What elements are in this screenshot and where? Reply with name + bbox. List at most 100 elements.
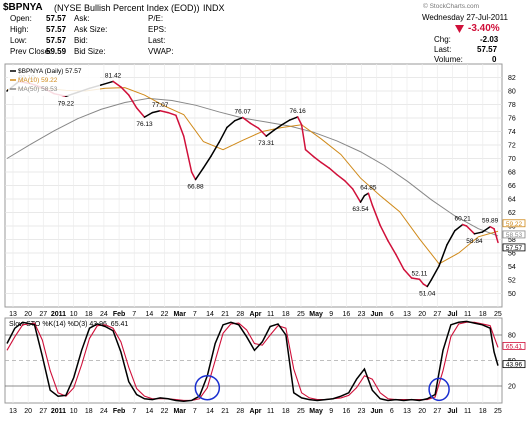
highlight-circle — [194, 374, 221, 401]
sto-x-tick-label: 2011 — [51, 408, 66, 415]
y-tick-label: 82 — [508, 75, 516, 82]
price-segment — [359, 194, 366, 203]
chg-label: Chg: — [434, 35, 451, 44]
price-segment — [281, 119, 291, 126]
x-tick-label: 22 — [161, 311, 169, 318]
y-tick-label: 56 — [508, 251, 516, 258]
down-arrow-icon — [455, 25, 464, 33]
y-tick-label: 80 — [508, 89, 516, 96]
x-tick-label: 25 — [297, 311, 305, 318]
sto-x-tick-label: 6 — [390, 408, 394, 415]
sto-k-line — [6, 320, 499, 403]
x-tick-label: 11 — [464, 311, 471, 318]
prev-close-label: Prev Close: — [10, 47, 52, 56]
price-segment — [249, 122, 260, 129]
y-tick-label: 68 — [508, 170, 516, 177]
eps-label: EPS: — [148, 25, 167, 34]
price-segment — [446, 229, 456, 246]
last-quote-value: 57.57 — [477, 45, 498, 54]
x-tick-label: Jun — [370, 311, 382, 318]
x-tick-label: 18 — [282, 311, 290, 318]
legend-entry: $BPNYA (Daily) 57.57 — [18, 68, 82, 75]
sto-x-tick-label: May — [309, 408, 323, 415]
price-segment — [300, 124, 307, 151]
sto-x-tick-label: Apr — [249, 408, 261, 415]
price-segment — [210, 141, 220, 157]
sto-x-tick-label: 11 — [464, 408, 471, 415]
x-tick-label: 13 — [403, 311, 411, 318]
price-segment — [265, 129, 275, 137]
price-segment — [183, 135, 193, 173]
sto-x-tick-label: 18 — [282, 408, 290, 415]
price-segment — [438, 244, 448, 267]
price-segment — [128, 94, 138, 109]
price-segment — [493, 228, 499, 244]
price-annotation: 52.11 — [412, 270, 428, 277]
pct-change: -3.40% — [468, 23, 500, 34]
price-segment — [312, 155, 322, 164]
sto-value-tag-label: 43.96 — [506, 362, 523, 369]
x-tick-label: Feb — [113, 311, 125, 318]
x-tick-label: Mar — [173, 311, 186, 318]
price-annotation: 81.42 — [105, 72, 122, 79]
sto-x-tick-label: 13 — [403, 408, 411, 415]
price-annotation: 76.16 — [290, 108, 307, 115]
value-tag-label: 57.57 — [506, 245, 523, 252]
price-segment — [234, 116, 244, 122]
legend-entry: MA(50) 58.53 — [18, 86, 58, 93]
x-tick-label: 27 — [39, 311, 47, 318]
x-tick-label: 24 — [100, 311, 108, 318]
ma50-line — [6, 97, 499, 237]
price-segment — [387, 240, 397, 256]
sto-x-tick-label: 9 — [329, 408, 333, 415]
y-tick-label: 58 — [508, 237, 516, 244]
price-segment — [367, 192, 374, 206]
y-tick-label: 72 — [508, 143, 516, 150]
chg-value: -2.03 — [480, 35, 499, 44]
sto-x-tick-label: 28 — [236, 408, 244, 415]
y-tick-label: 76 — [508, 116, 516, 123]
price-segment — [418, 278, 425, 285]
last-quote-label: Last: — [434, 45, 452, 54]
watermark: © StockCharts.com — [423, 3, 480, 10]
bid-size-label: Bid Size: — [74, 47, 106, 56]
sto-x-tick-label: 14 — [145, 408, 153, 415]
y-tick-label: 52 — [508, 278, 516, 285]
x-tick-label: 25 — [494, 311, 502, 318]
last-label: Last: — [148, 36, 166, 45]
x-tick-label: 2011 — [51, 311, 66, 318]
chart-exchange: INDX — [203, 3, 225, 13]
x-tick-label: 10 — [70, 311, 78, 318]
volume-value: 0 — [492, 55, 497, 64]
pe-label: P/E: — [148, 14, 164, 23]
y-tick-label: 70 — [508, 156, 516, 163]
volume-label: Volume: — [434, 55, 463, 64]
price-annotation: 60.21 — [455, 216, 472, 223]
highlight-circle — [428, 377, 450, 402]
price-annotation: 76.13 — [136, 121, 153, 128]
price-segment — [135, 107, 146, 118]
price-segment — [351, 188, 362, 203]
price-annotation: 59.89 — [482, 218, 499, 225]
price-annotation: 76.07 — [235, 109, 252, 116]
price-segment — [112, 80, 122, 88]
x-tick-label: 20 — [418, 311, 426, 318]
x-tick-label: 18 — [85, 311, 93, 318]
sto-x-tick-label: 27 — [39, 408, 47, 415]
open-value: 57.57 — [46, 14, 67, 23]
y-tick-label: 78 — [508, 102, 516, 109]
price-segment — [422, 283, 429, 288]
sto-x-tick-label: 7 — [132, 408, 136, 415]
sto-x-tick-label: 14 — [206, 408, 214, 415]
sto-title: Slow STO %K(14) %D(3) 43.96, 65.41 — [9, 321, 128, 328]
x-tick-label: May — [309, 311, 323, 318]
price-segment — [143, 111, 154, 118]
x-tick-label: 16 — [342, 311, 350, 318]
price-annotation: 64.85 — [360, 184, 377, 191]
sto-y-tick-label: 20 — [508, 384, 516, 391]
sto-value-tag-label: 65.41 — [506, 343, 523, 350]
price-segment — [202, 155, 213, 169]
sto-x-tick-label: 16 — [342, 408, 350, 415]
sto-y-tick-label: 80 — [508, 333, 516, 340]
